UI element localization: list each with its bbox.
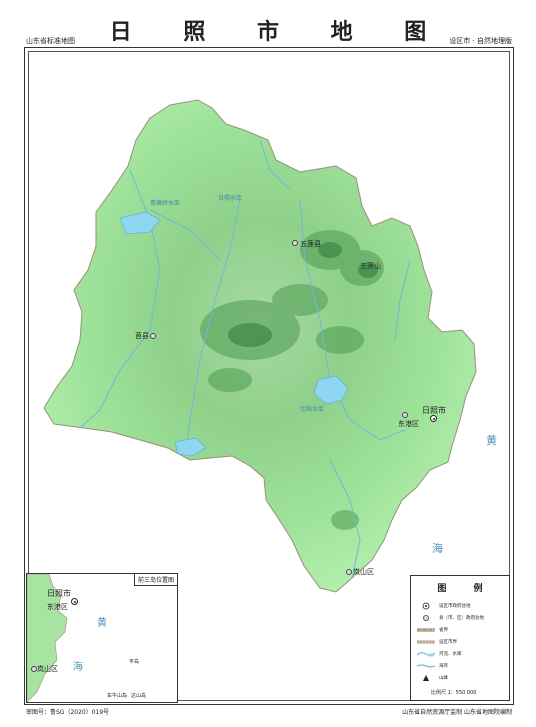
water-label-rizhao: 仕阳水库 <box>300 406 325 413</box>
city-marker-rizhao[interactable] <box>430 415 437 422</box>
legend-row-province-border: 省界 <box>417 626 505 634</box>
publisher-credit: 山东省自然资源厅监制 山东省地图院编制 <box>402 709 512 716</box>
legend-symbol-city <box>422 602 430 610</box>
legend-row-city: 设区市政府驻地 <box>417 602 505 610</box>
legend: 图 例 设区市政府驻地 县（市、区）政府驻地 省界 设区市界 河流、水库 <box>410 575 510 701</box>
county-marker-wulian[interactable] <box>292 240 298 246</box>
inset-title: 前三岛位置图 <box>133 574 177 586</box>
legend-label-county: 县（市、区）政府驻地 <box>439 616 484 621</box>
place-label-donggang: 东港区 <box>398 420 419 428</box>
approval-number: 审图号：鲁SG（2020）019号 <box>26 709 110 716</box>
district-marker-lanshan[interactable] <box>346 569 352 575</box>
water-label-north: 日照水库 <box>218 195 243 202</box>
map-inner-border <box>28 51 510 701</box>
legend-label-province-border: 省界 <box>439 628 448 633</box>
scale-text: 比例尺 1：550 000 <box>431 690 477 696</box>
inset-district-marker <box>31 666 37 672</box>
reservoir-rizhao <box>313 375 349 405</box>
legend-symbol-province-border <box>417 628 435 632</box>
legend-row-county: 县（市、区）政府驻地 <box>417 614 505 622</box>
legend-label-river: 河流、水库 <box>439 652 462 657</box>
sea-char-huang: 黄 <box>486 434 497 447</box>
legend-symbol-coast <box>417 664 435 668</box>
inset-label-lanshan: 岚山区 <box>37 665 58 673</box>
legend-row-city-border: 设区市界 <box>417 638 505 646</box>
edition-note: 设区市 · 自然地理版 <box>449 37 512 45</box>
map-title: 日 照 市 地 图 <box>109 19 449 45</box>
water-label-qingfengling: 青峰岭水库 <box>150 200 181 207</box>
place-label-rizhao: 日照市 <box>422 406 446 415</box>
legend-label-city-border: 设区市界 <box>439 640 457 645</box>
legend-row-river: 河流、水库 <box>417 650 505 658</box>
legend-title: 图 例 <box>437 584 495 594</box>
reservoir-shiyang <box>174 437 207 457</box>
inset-label-rizhao: 日照市 <box>47 589 71 598</box>
inset-island-cheniushan: 车牛山岛 <box>107 693 128 699</box>
legend-symbol-river <box>417 652 435 657</box>
inset-land <box>27 574 68 702</box>
place-label-juxian: 莒县 <box>135 332 149 340</box>
standard-map-note: 山东省标准地图 <box>26 37 75 45</box>
peak-label: 五莲山 <box>360 262 381 270</box>
legend-label-coast: 海岸 <box>439 664 448 669</box>
mountain-shading-dark <box>228 242 378 347</box>
sea-char-hai: 海 <box>432 542 443 555</box>
district-marker-donggang[interactable] <box>402 412 408 418</box>
inset-label-donggang: 东港区 <box>47 603 68 611</box>
inset-sea-huang: 黄 <box>97 618 107 629</box>
legend-row-peak: 山峰 <box>417 674 505 682</box>
main-map[interactable] <box>29 52 507 698</box>
legend-row-coast: 海岸 <box>417 662 505 670</box>
inset-island-dashan: 达山岛 <box>131 693 147 699</box>
legend-symbol-city-border <box>417 640 435 644</box>
inset-city-marker <box>71 598 78 605</box>
legend-label-city: 设区市政府驻地 <box>439 604 471 609</box>
legend-symbol-county <box>423 615 429 621</box>
legend-symbol-peak <box>423 675 429 681</box>
reservoir-qingfengling <box>119 211 161 235</box>
inset-island-ping: 平岛 <box>129 659 140 665</box>
inset-map[interactable]: 前三岛位置图 日照市 东港区 岚山区 黄 海 平岛 达山岛 车牛山岛 <box>26 573 178 703</box>
inset-sea-hai: 海 <box>73 662 83 673</box>
county-marker-juxian[interactable] <box>150 333 156 339</box>
place-label-lanshan: 岚山区 <box>353 568 374 576</box>
legend-label-peak: 山峰 <box>439 676 448 681</box>
place-label-wulian: 五莲县 <box>300 240 321 248</box>
